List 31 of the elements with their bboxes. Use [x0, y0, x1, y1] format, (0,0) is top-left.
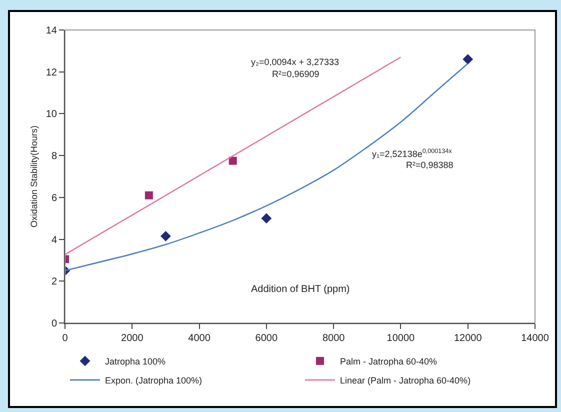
point	[144, 191, 153, 200]
y-tick-label: 10	[46, 109, 58, 120]
x-tick-label: 2000	[121, 333, 144, 344]
annotation: R²=0,96909	[272, 69, 320, 79]
y-tick-label: 14	[46, 26, 58, 36]
y-tick-label: 6	[51, 192, 58, 204]
x-tick-label: 4000	[188, 333, 211, 344]
annotation: y₂=0,0094x + 3,27333	[251, 57, 340, 67]
legend-label: Linear (Palm - Jatropha 60-40%)	[340, 375, 471, 386]
legend-label: Palm - Jatropha 60-40%	[340, 356, 438, 366]
y-axis-title: Oxidation Stability(Hours)	[29, 125, 40, 228]
y-tick-label: 8	[51, 151, 58, 162]
y-tick-label: 0	[51, 318, 58, 330]
x-tick-label: 0	[62, 333, 68, 344]
x-tick-label: 10000	[386, 333, 416, 344]
x-axis-title: Addition of BHT (ppm)	[251, 284, 350, 295]
point	[462, 54, 474, 64]
y-tick-label: 4	[51, 234, 58, 246]
legend-label: Expon. (Jatropha 100%)	[105, 375, 202, 386]
y-tick-label: 2	[51, 276, 58, 288]
legend-label: Jatropha 100%	[105, 356, 166, 366]
point	[228, 156, 237, 165]
annotation: y₁=2,52138e$^{0,000134x}$	[372, 148, 453, 159]
point	[261, 213, 272, 224]
annotation: R²=0,98388	[406, 160, 454, 170]
x-tick-label: 12000	[454, 333, 482, 344]
x-tick-label: 14000	[521, 333, 550, 344]
y-tick-label: 12	[46, 67, 58, 78]
point	[160, 230, 171, 242]
x-tick-label: 8000	[322, 333, 346, 344]
x-tick-label: 6000	[255, 333, 278, 344]
